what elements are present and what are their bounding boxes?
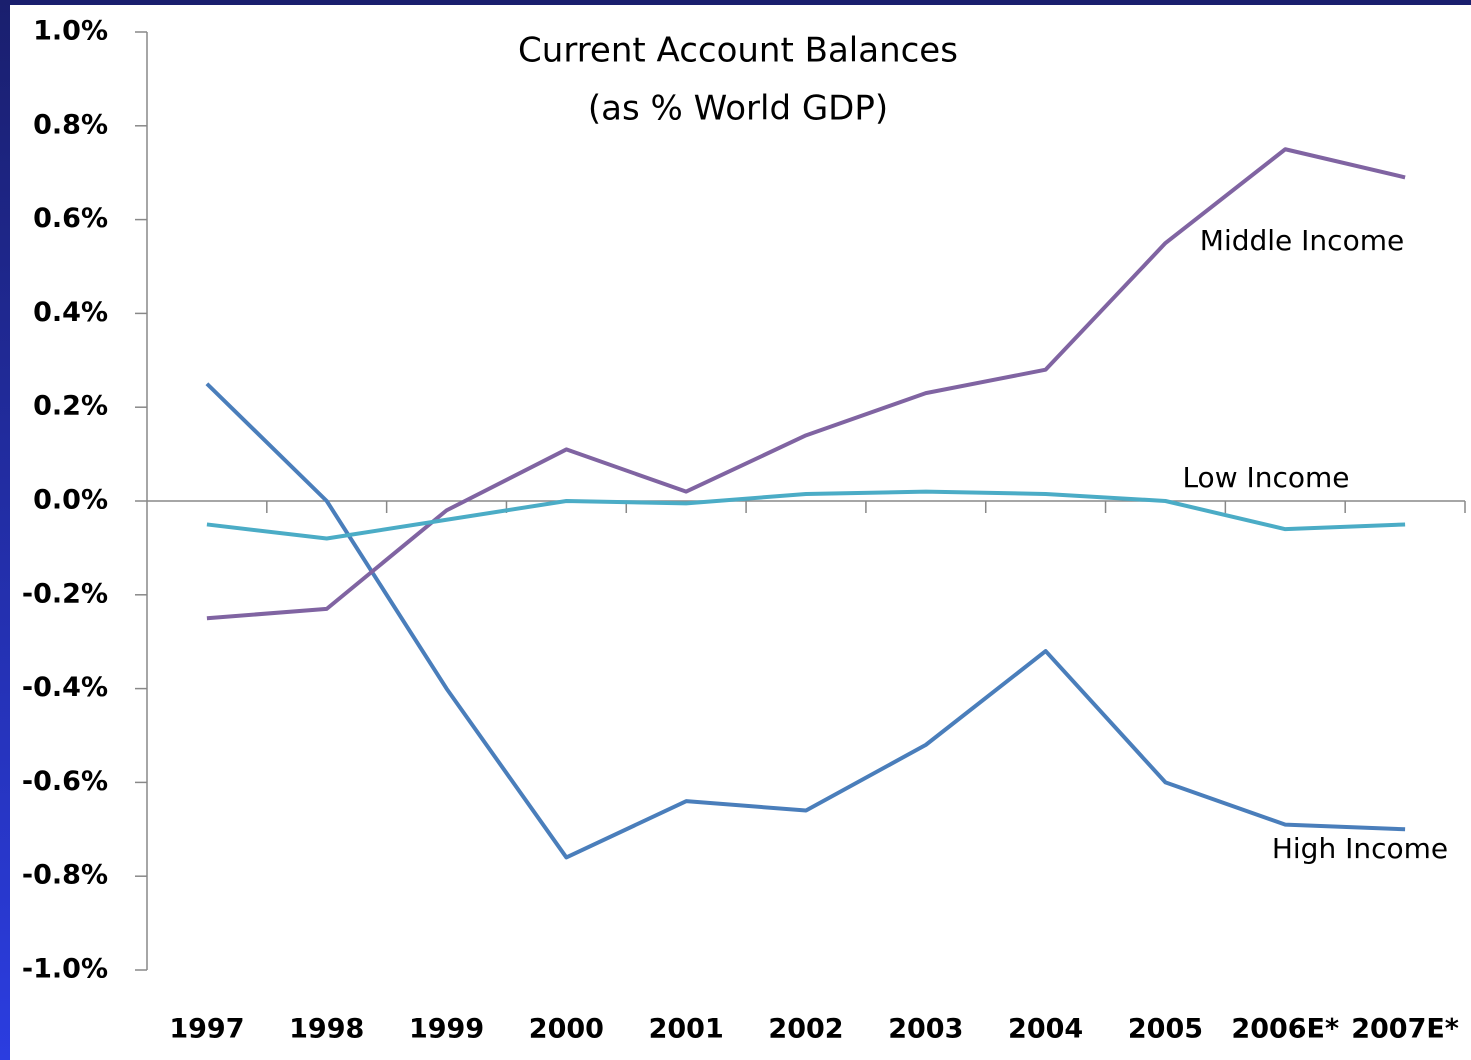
series-line	[205, 382, 1406, 860]
y-tick-label: -1.0%	[22, 954, 108, 985]
x-tick-label: 1999	[409, 1014, 484, 1045]
x-tick-label: 2005	[1128, 1014, 1203, 1045]
series-line	[206, 489, 1406, 541]
x-tick-label: 1997	[169, 1014, 244, 1045]
y-tick-label: -0.6%	[22, 766, 108, 797]
y-tick-label: 0.6%	[33, 203, 108, 234]
x-tick-label: 2004	[1008, 1014, 1083, 1045]
y-tick-label: -0.4%	[22, 672, 108, 703]
y-tick-label: 1.0%	[33, 16, 108, 47]
x-tick-label: 1998	[289, 1014, 364, 1045]
y-tick-label: -0.8%	[22, 860, 108, 891]
x-tick-label: 2006E*	[1231, 1014, 1339, 1045]
chart-title: Current Account Balances	[518, 31, 958, 71]
series-label: Low Income	[1182, 461, 1349, 494]
y-tick-label: 0.0%	[33, 485, 108, 516]
plot-background	[10, 5, 1471, 1060]
series-label: Middle Income	[1200, 224, 1404, 257]
y-tick-label: 0.2%	[33, 391, 108, 422]
x-tick-label: 2003	[888, 1014, 963, 1045]
series-line	[206, 147, 1406, 621]
x-tick-label: 2000	[529, 1014, 604, 1045]
y-tick-label: 0.8%	[33, 109, 108, 140]
series-label: High Income	[1272, 832, 1448, 865]
x-tick-label: 2002	[768, 1014, 843, 1045]
chart-subtitle: (as % World GDP)	[588, 89, 888, 129]
y-tick-label: -0.2%	[22, 578, 108, 609]
y-tick-label: 0.4%	[33, 297, 108, 328]
x-tick-label: 2001	[649, 1014, 724, 1045]
x-tick-label: 2007E*	[1351, 1014, 1459, 1045]
